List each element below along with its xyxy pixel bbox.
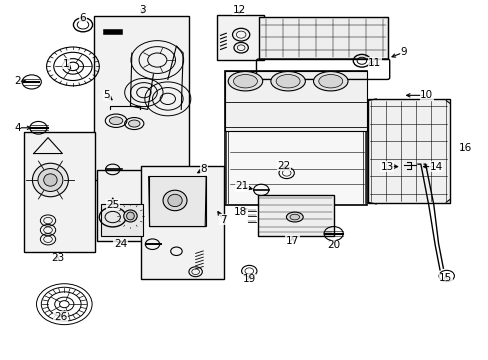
Text: 20: 20 [326, 240, 340, 250]
Text: 21: 21 [235, 181, 248, 192]
Ellipse shape [270, 72, 305, 91]
Ellipse shape [43, 174, 57, 186]
Text: 12: 12 [232, 5, 245, 15]
Ellipse shape [228, 72, 262, 91]
Bar [101, 204, 142, 236]
Ellipse shape [318, 75, 342, 88]
Text: 18: 18 [234, 207, 247, 217]
Text: 17: 17 [285, 236, 299, 246]
Text: 4: 4 [14, 123, 20, 133]
Bar [367, 99, 448, 203]
Ellipse shape [128, 120, 140, 127]
Bar [257, 195, 333, 236]
Text: 14: 14 [428, 162, 442, 172]
Text: 6: 6 [80, 13, 86, 23]
Ellipse shape [233, 75, 257, 88]
Bar [140, 166, 224, 279]
Text: 8: 8 [200, 165, 206, 174]
Bar [148, 176, 206, 226]
Ellipse shape [32, 163, 68, 197]
Ellipse shape [126, 212, 134, 220]
Bar [225, 71, 366, 131]
Ellipse shape [313, 72, 347, 91]
Bar [216, 15, 263, 60]
Ellipse shape [163, 190, 186, 211]
Ellipse shape [276, 75, 300, 88]
Bar [225, 71, 366, 205]
Text: 26: 26 [54, 312, 67, 322]
Bar [24, 132, 95, 252]
Ellipse shape [38, 168, 63, 192]
Text: 23: 23 [51, 253, 64, 263]
Text: 13: 13 [380, 162, 393, 172]
Text: 19: 19 [242, 274, 255, 284]
Text: 2: 2 [14, 76, 20, 86]
Bar [97, 170, 146, 241]
Ellipse shape [167, 194, 182, 207]
Text: 3: 3 [139, 5, 145, 15]
Text: 5: 5 [103, 90, 110, 100]
Text: 11: 11 [367, 58, 381, 68]
Text: 9: 9 [400, 47, 406, 57]
Text: 15: 15 [438, 273, 451, 283]
Text: 16: 16 [457, 143, 470, 153]
Text: 10: 10 [419, 90, 432, 100]
Text: 22: 22 [277, 161, 290, 171]
Text: 25: 25 [106, 200, 119, 210]
Bar [258, 17, 387, 59]
Ellipse shape [286, 212, 303, 222]
Text: 7: 7 [219, 215, 226, 225]
Ellipse shape [123, 210, 137, 222]
Ellipse shape [109, 117, 122, 125]
Bar [93, 16, 189, 180]
Text: 1: 1 [63, 59, 69, 68]
Text: 24: 24 [114, 239, 127, 249]
Ellipse shape [289, 214, 299, 220]
